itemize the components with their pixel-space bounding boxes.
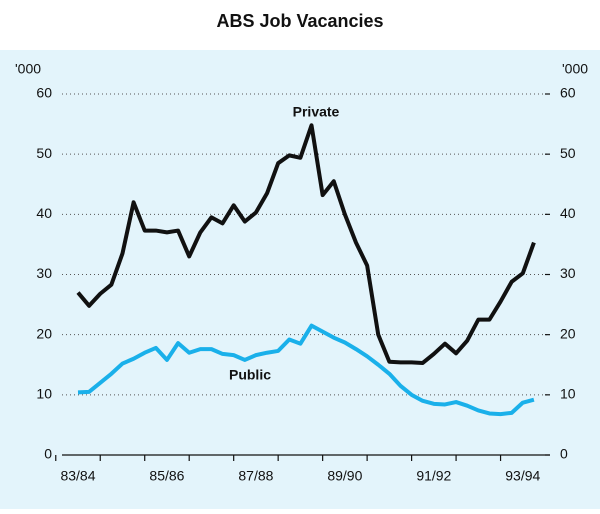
y2-tick-label: 30: [560, 265, 576, 281]
x-tick-label: 91/92: [416, 468, 451, 484]
y2-tick-label: 0: [560, 446, 568, 462]
y-tick-label: 20: [36, 325, 52, 341]
x-tick-label: 83/84: [60, 468, 95, 484]
plot-background: [0, 50, 600, 509]
y-tick-label: 40: [36, 205, 52, 221]
y-tick-label: 0: [44, 446, 52, 462]
y-tick-label: 50: [36, 145, 52, 161]
y2-tick-label: 20: [560, 325, 576, 341]
series-label: Private: [293, 104, 340, 120]
y-tick-label: 60: [36, 85, 52, 101]
y2-tick-label: 10: [560, 386, 576, 402]
x-tick-label: 93/94: [505, 468, 540, 484]
series-label: Public: [229, 367, 271, 383]
y-unit-label: '000: [15, 61, 41, 77]
x-tick-label: 85/86: [149, 468, 184, 484]
y2-tick-label: 50: [560, 145, 576, 161]
chart-title: ABS Job Vacancies: [216, 11, 383, 31]
y2-tick-label: 40: [560, 205, 576, 221]
y-tick-label: 30: [36, 265, 52, 281]
y2-tick-label: 60: [560, 85, 576, 101]
y-tick-label: 10: [36, 386, 52, 402]
x-tick-label: 89/90: [327, 468, 362, 484]
y2-unit-label: '000: [562, 61, 588, 77]
series-line: [76, 123, 536, 365]
x-tick-label: 87/88: [238, 468, 273, 484]
series-line: [77, 323, 535, 417]
